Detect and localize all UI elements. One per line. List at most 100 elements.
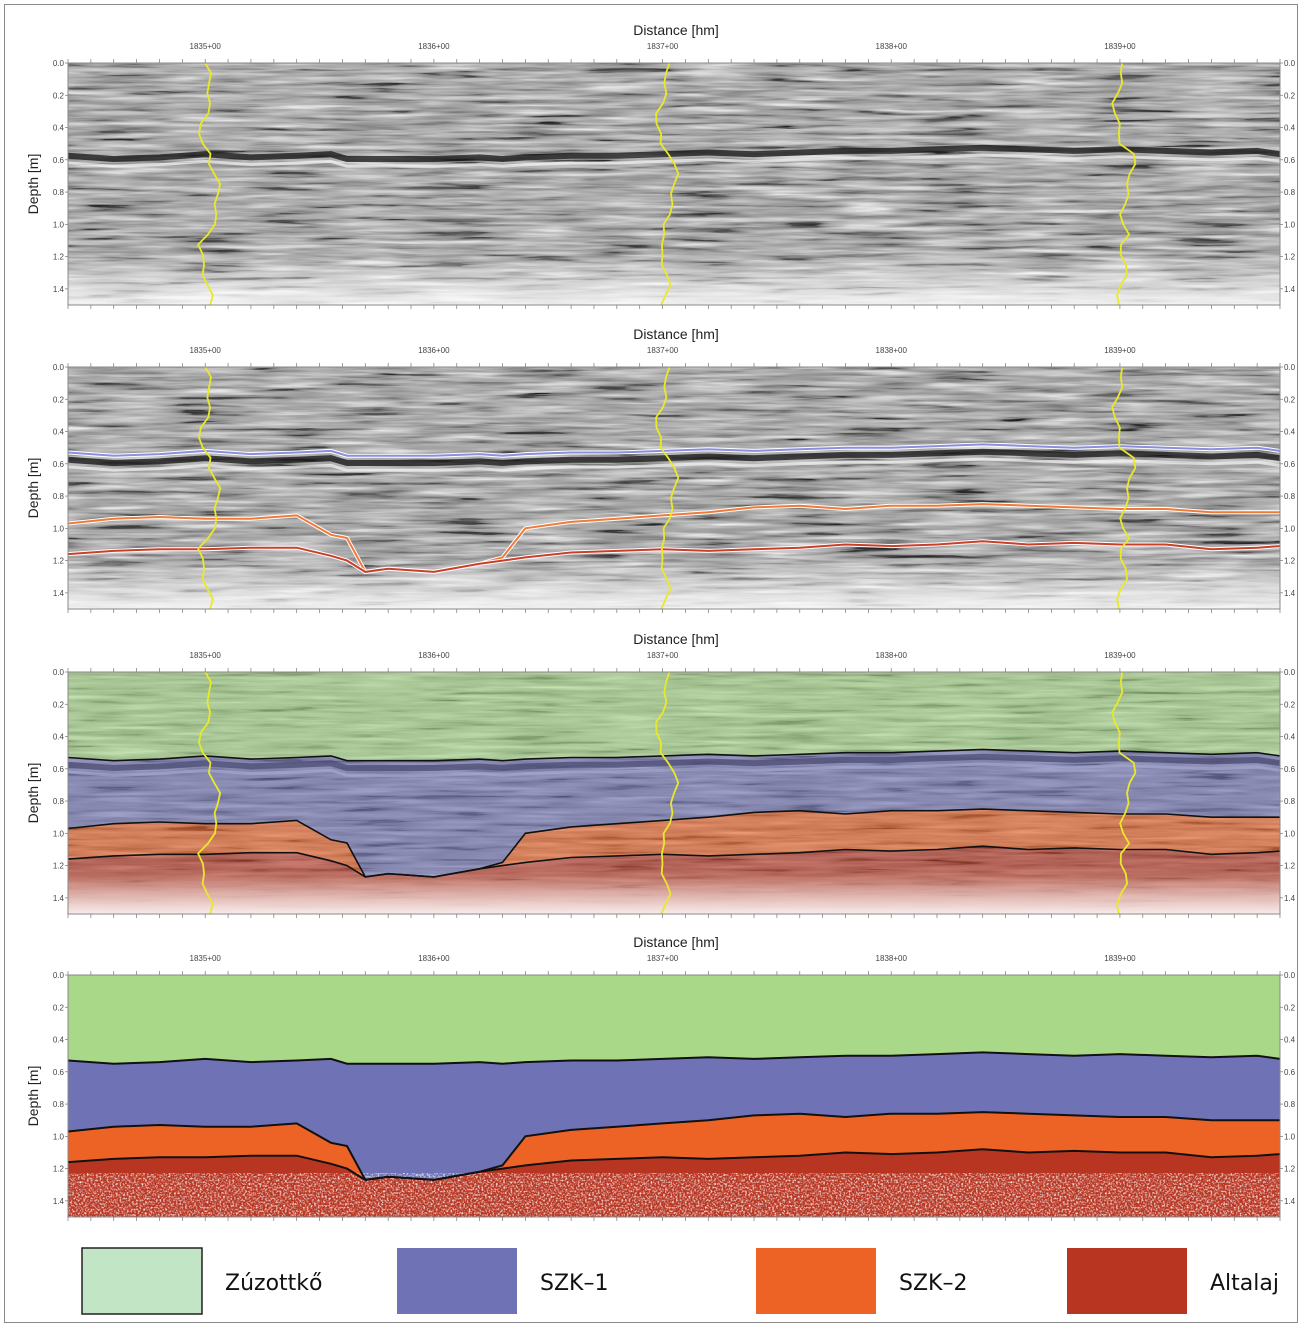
y-tick-label-right: 1.0 — [1284, 220, 1296, 229]
y-tick-label: 1.4 — [53, 894, 65, 903]
y-tick-label-right: 0.2 — [1284, 1003, 1296, 1012]
y-tick-label-right: 0.6 — [1284, 156, 1296, 165]
plot-border — [67, 974, 1281, 1218]
layer-boundary-2 — [68, 808, 1280, 878]
x-tick-label: 1838+00 — [876, 954, 908, 963]
x-tick-label: 1839+00 — [1104, 954, 1136, 963]
layer-szk1 — [68, 749, 1280, 877]
layer-boundary-1 — [68, 748, 1280, 762]
y-tick-label: 0.8 — [53, 797, 65, 806]
y-tick-label-right: 1.0 — [1284, 1132, 1296, 1141]
x-tick-label: 1838+00 — [876, 651, 908, 660]
y-tick-label: 1.0 — [53, 220, 65, 229]
y-tick-label-right: 1.4 — [1284, 285, 1296, 294]
axis-title-x: Distance [hm] — [633, 934, 719, 950]
y-tick-label-right: 1.0 — [1284, 524, 1296, 533]
plot-area — [68, 63, 1280, 305]
layer-szk2 — [68, 1112, 1280, 1180]
borehole-line — [197, 367, 222, 609]
legend-label: SZK–2 — [899, 1271, 967, 1296]
axis-title-y: Depth [m] — [25, 154, 41, 215]
x-tick-label: 1839+00 — [1104, 42, 1136, 51]
y-tick-label-right: 1.4 — [1284, 1197, 1296, 1206]
layer-szk2 — [68, 809, 1280, 877]
y-tick-label-right: 1.0 — [1284, 829, 1296, 838]
y-tick-label-right: 0.4 — [1284, 733, 1296, 742]
y-tick-label-right: 0.8 — [1284, 1100, 1296, 1109]
panels-layer: Distance [hm] 1835+00 1836+00 1837+00 1838+0… — [25, 22, 1296, 1221]
x-tick-label: 1835+00 — [190, 42, 222, 51]
y-tick-label-right: 0.0 — [1284, 363, 1296, 372]
y-tick-label-right: 0.0 — [1284, 668, 1296, 677]
y-tick-label: 0.6 — [53, 156, 65, 165]
speckle-fade — [68, 1173, 1280, 1217]
y-tick-label-right: 0.0 — [1284, 971, 1296, 980]
legend-item: Zúzottkő — [81, 1247, 322, 1315]
borehole-line — [197, 63, 222, 305]
panel-2: Distance [hm] 1835+00 1836+00 1837+00 1838+0… — [25, 326, 1296, 613]
panel-1: Distance [hm] 1835+00 1836+00 1837+00 1838+0… — [25, 22, 1296, 309]
borehole-line — [197, 672, 222, 914]
y-tick-label-right: 0.6 — [1284, 460, 1296, 469]
x-tick-label: 1837+00 — [647, 42, 679, 51]
axis-title-y: Depth [m] — [25, 1066, 41, 1127]
y-tick-label-right: 0.8 — [1284, 797, 1296, 806]
reflector-highlight — [68, 457, 1280, 472]
horizon-altalaj-top — [68, 540, 1280, 573]
layer-boundary-2 — [68, 1111, 1280, 1181]
panel-3: Distance [hm] 1835+00 1836+00 1837+00 1838+0… — [25, 631, 1296, 918]
axis-title-x: Distance [hm] — [633, 22, 719, 38]
legend-label: SZK–1 — [540, 1271, 608, 1296]
x-tick-label: 1835+00 — [190, 954, 222, 963]
y-tick-label: 0.2 — [53, 91, 65, 100]
y-tick-label-right: 1.2 — [1284, 557, 1296, 566]
y-tick-label: 0.8 — [53, 492, 65, 501]
y-tick-label-right: 1.2 — [1284, 1165, 1296, 1174]
y-tick-label: 0.4 — [53, 733, 65, 742]
reflector-highlight — [68, 153, 1280, 168]
panel-4: Distance [hm] 1835+00 1836+00 1837+00 1838+0… — [25, 934, 1296, 1221]
y-tick-label-right: 0.6 — [1284, 1068, 1296, 1077]
y-tick-label-right: 1.4 — [1284, 589, 1296, 598]
y-tick-label-right: 0.2 — [1284, 700, 1296, 709]
y-tick-label: 0.0 — [53, 971, 65, 980]
y-tick-label: 0.2 — [53, 395, 65, 404]
x-tick-label: 1838+00 — [876, 346, 908, 355]
x-tick-label: 1836+00 — [418, 346, 450, 355]
x-tick-label: 1836+00 — [418, 954, 450, 963]
x-tick-label: 1836+00 — [418, 42, 450, 51]
y-tick-label: 0.0 — [53, 363, 65, 372]
y-tick-label: 0.8 — [53, 1100, 65, 1109]
y-tick-label: 1.2 — [53, 862, 65, 871]
plot-area — [68, 367, 1280, 609]
y-tick-label: 1.2 — [53, 1165, 65, 1174]
y-tick-label: 0.2 — [53, 700, 65, 709]
layer-zuzottko — [68, 975, 1280, 1064]
plot-area — [68, 672, 1280, 914]
axis-title-y: Depth [m] — [25, 763, 41, 824]
y-tick-label: 0.0 — [53, 668, 65, 677]
y-tick-label-right: 1.2 — [1284, 253, 1296, 262]
y-tick-label: 0.8 — [53, 188, 65, 197]
x-tick-label: 1835+00 — [190, 346, 222, 355]
layer-szk1 — [68, 1052, 1280, 1180]
y-tick-label: 0.6 — [53, 1068, 65, 1077]
y-tick-label: 0.4 — [53, 428, 65, 437]
legend-item: Altalaj — [1067, 1248, 1279, 1314]
x-tick-label: 1838+00 — [876, 42, 908, 51]
y-tick-label-right: 0.2 — [1284, 395, 1296, 404]
x-tick-label: 1839+00 — [1104, 651, 1136, 660]
layer-boundary-3 — [68, 1148, 1280, 1181]
y-tick-label-right: 0.0 — [1284, 59, 1296, 68]
legend-swatch — [397, 1248, 517, 1314]
plot-area — [68, 975, 1280, 1217]
y-tick-label-right: 0.6 — [1284, 765, 1296, 774]
borehole-line — [1111, 367, 1137, 609]
borehole-line — [655, 672, 680, 914]
y-tick-label: 1.0 — [53, 524, 65, 533]
plot-border — [67, 62, 1281, 306]
legend-swatch — [1067, 1248, 1187, 1314]
y-tick-label: 1.0 — [53, 829, 65, 838]
axis-title-x: Distance [hm] — [633, 631, 719, 647]
